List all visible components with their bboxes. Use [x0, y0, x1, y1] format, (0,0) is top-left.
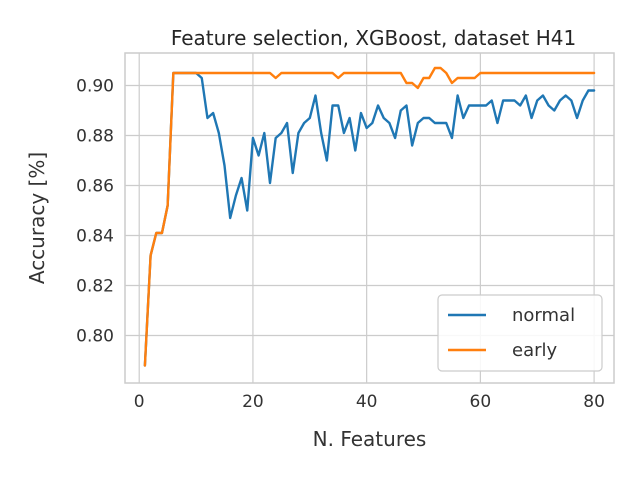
x-tick-label: 40 [356, 392, 378, 412]
x-tick-label: 60 [470, 392, 492, 412]
series-line-early [143, 66, 596, 367]
y-tick-label: 0.80 [76, 327, 114, 347]
legend-label-early: early [512, 340, 558, 361]
series-layer [143, 66, 596, 367]
y-axis-label: Accuracy [%] [25, 152, 49, 284]
grid [125, 53, 614, 383]
y-tick-label: 0.88 [76, 127, 114, 147]
tick-labels: 0 20 40 60 80 0.80 0.82 0.84 0.86 0.88 0.90 [76, 77, 605, 413]
chart-title: Feature selection, XGBoost, dataset H41 [171, 26, 576, 50]
x-axis-label: N. Features [313, 427, 427, 451]
legend: normal early [437, 294, 603, 372]
y-tick-label: 0.90 [76, 77, 114, 97]
y-tick-label: 0.82 [76, 277, 114, 297]
x-tick-label: 20 [242, 392, 264, 412]
legend-label-normal: normal [512, 305, 575, 326]
plot-frame [124, 52, 615, 384]
x-tick-label: 0 [134, 392, 145, 412]
series-line-normal [143, 71, 596, 367]
y-tick-label: 0.86 [76, 177, 114, 197]
x-tick-label: 80 [583, 392, 605, 412]
y-tick-label: 0.84 [76, 227, 114, 247]
